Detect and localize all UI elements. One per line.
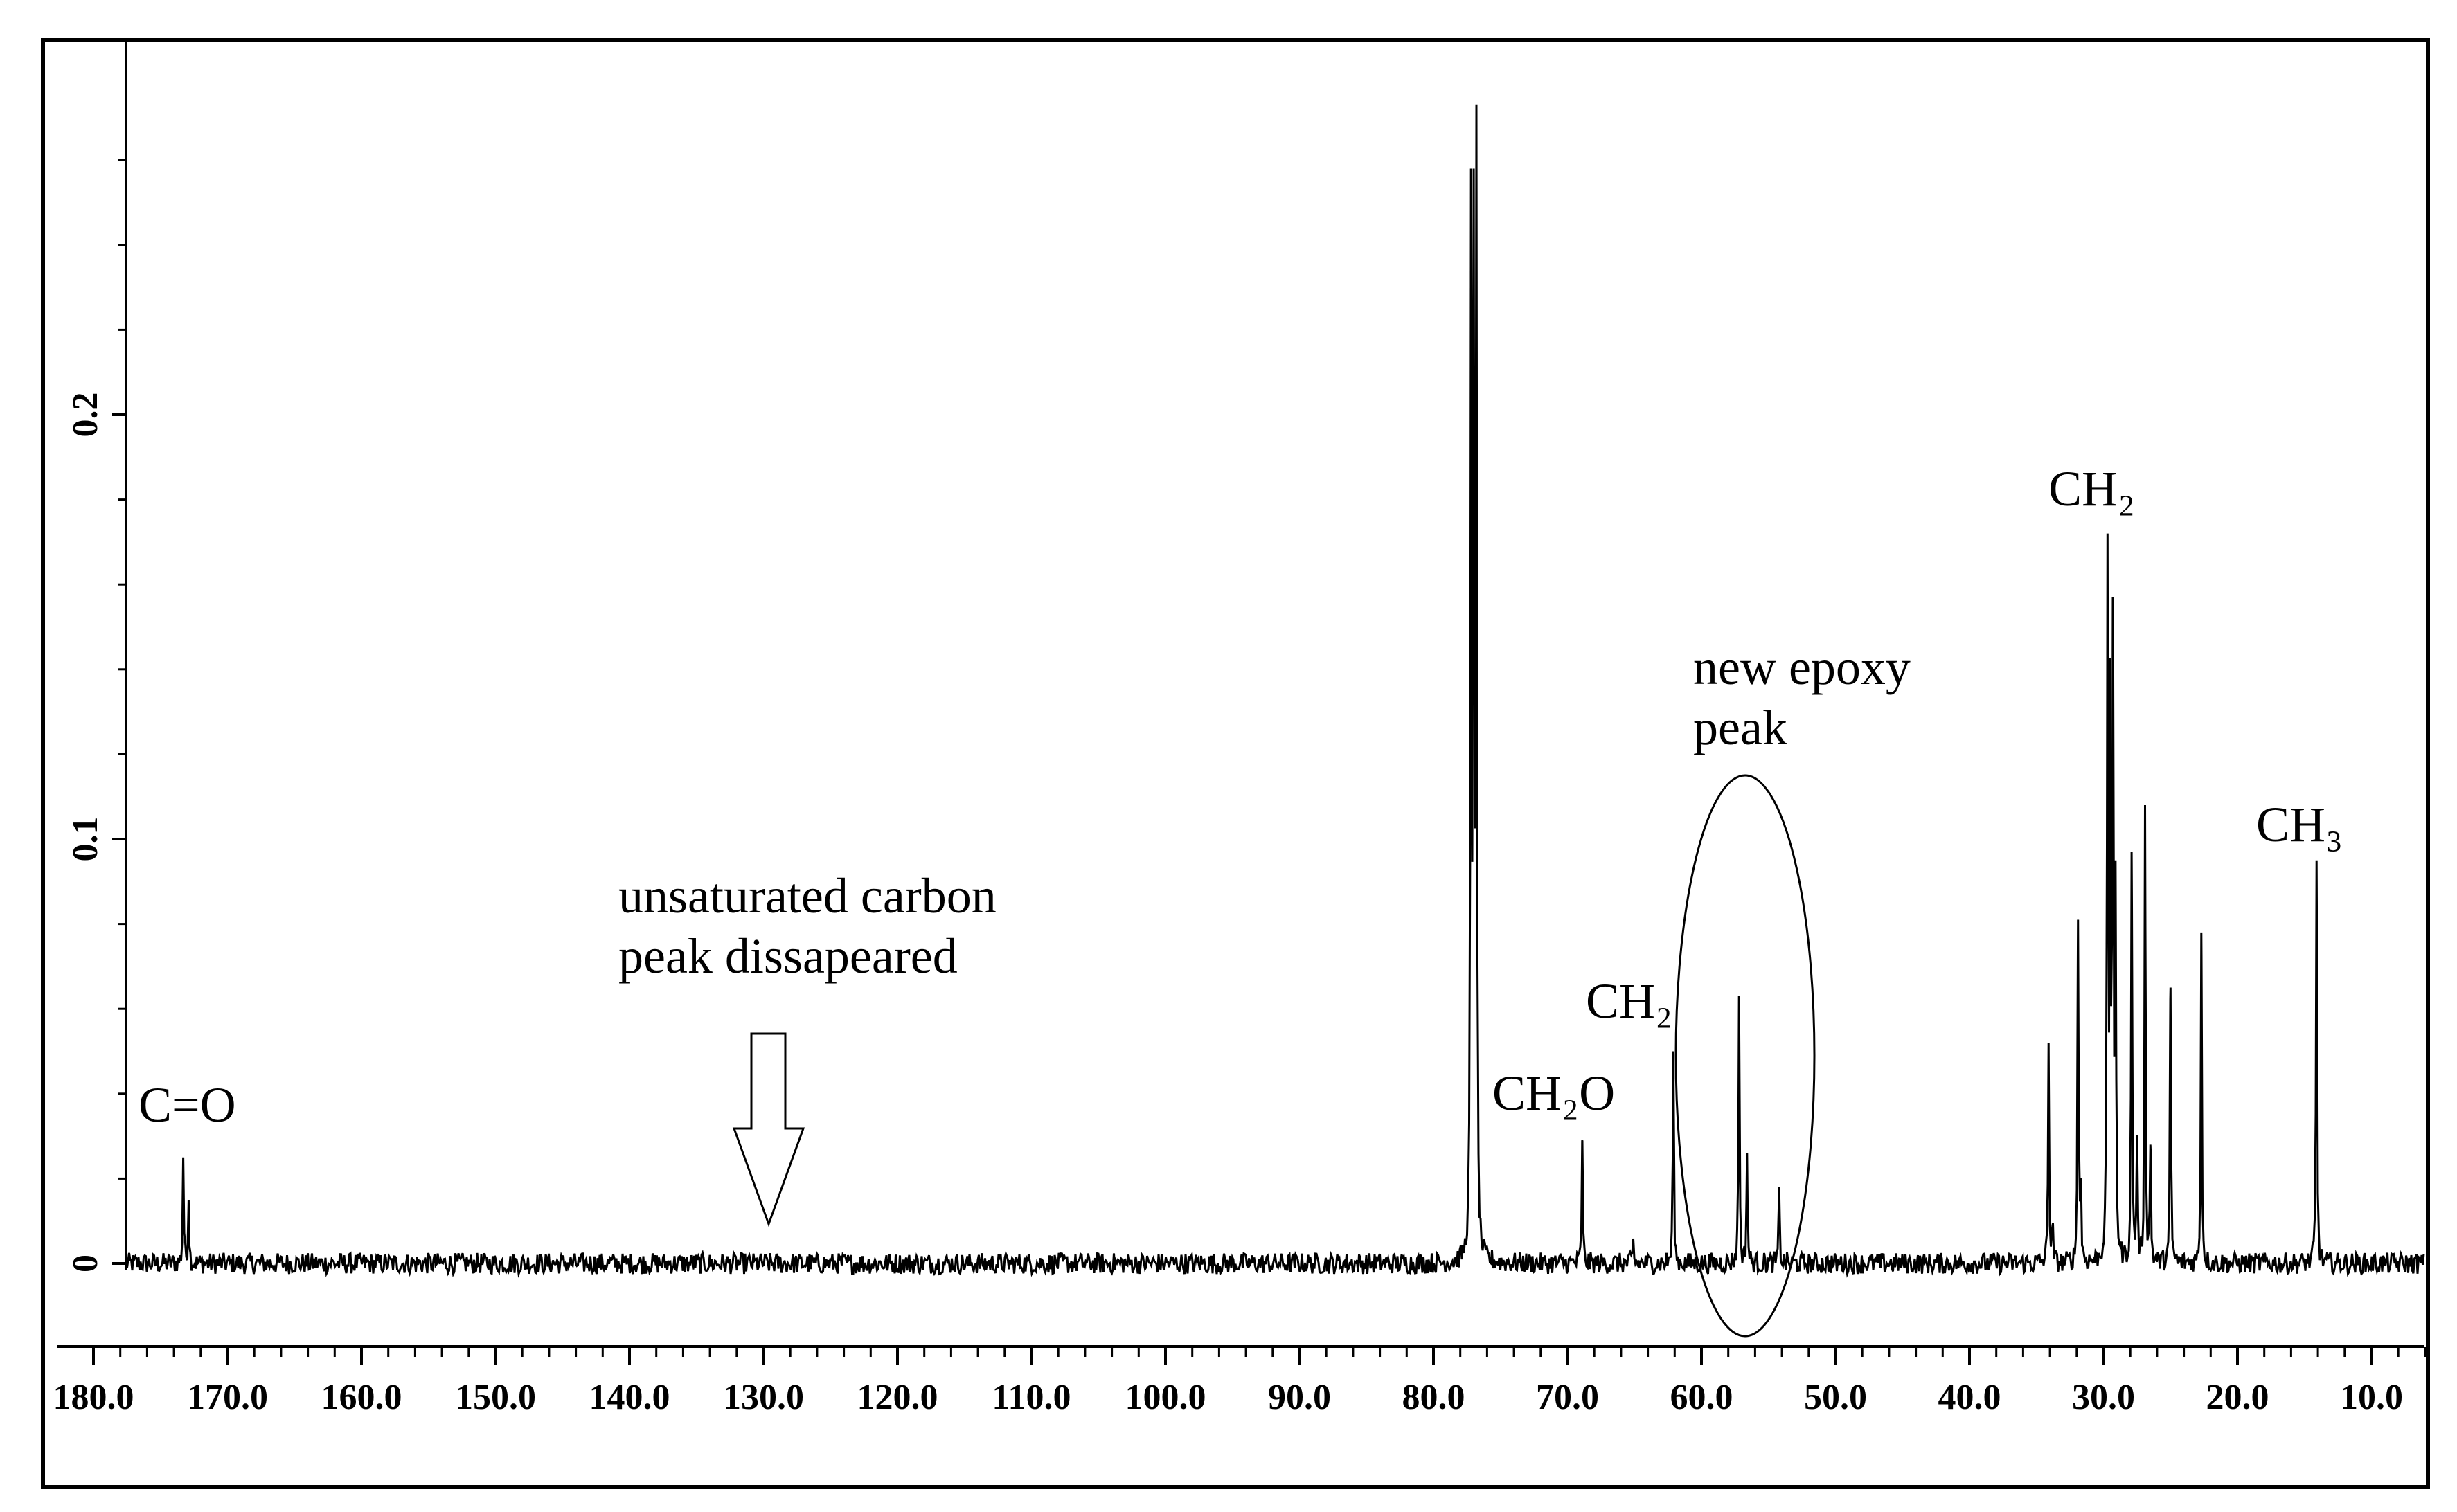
plot-frame: [41, 38, 2430, 1489]
x-tick-label: 60.0: [1670, 1378, 1733, 1417]
x-tick-label: 80.0: [1402, 1378, 1465, 1417]
label-unsaturated-line1: unsaturated carbon: [618, 868, 997, 924]
spectrum-line: [125, 104, 2425, 1278]
y-tick-label: 0.1: [66, 817, 105, 862]
y-tick-label: 0.2: [66, 393, 105, 438]
y-tick-label: 0: [66, 1254, 105, 1272]
label-ch3: CH₃: [2256, 797, 2343, 852]
x-tick-label: 140.0: [589, 1378, 670, 1417]
x-tick-label: 150.0: [455, 1378, 536, 1417]
x-tick-label: 40.0: [1938, 1378, 2001, 1417]
y-axis-ticks: 0 0.1 0.2: [66, 393, 126, 1272]
y-minor-ticks: [118, 159, 126, 1180]
x-tick-label: 100.0: [1125, 1378, 1206, 1417]
x-tick-label: 20.0: [2206, 1378, 2269, 1417]
x-tick-label: 30.0: [2072, 1378, 2135, 1417]
x-tick-label: 130.0: [723, 1378, 804, 1417]
label-ch2o: CH₂O: [1492, 1065, 1615, 1121]
x-tick-label: 160.0: [321, 1378, 402, 1417]
label-carbonyl: C=O: [139, 1077, 236, 1133]
x-tick-label: 90.0: [1268, 1378, 1331, 1417]
x-tick-label: 120.0: [857, 1378, 938, 1417]
x-axis-ticks: 180.0 170.0 160.0 150.0 140.0 130.0 120.0 110.0…: [53, 1347, 2403, 1417]
label-new-epoxy-line1: new epoxy: [1693, 640, 1911, 695]
label-unsaturated-line2: peak dissapeared: [618, 928, 958, 984]
x-tick-label: 170.0: [187, 1378, 268, 1417]
epoxy-highlight-ellipse: [1674, 774, 1816, 1338]
label-new-epoxy-line2: peak: [1693, 700, 1787, 755]
x-tick-label: 10.0: [2340, 1378, 2403, 1417]
x-minor-ticks: [92, 1347, 2427, 1357]
label-ch2-62: CH₂: [1586, 973, 1672, 1029]
down-arrow-icon: [732, 1032, 805, 1227]
x-tick-label: 180.0: [53, 1378, 134, 1417]
x-tick-label: 50.0: [1804, 1378, 1867, 1417]
x-tick-label: 70.0: [1536, 1378, 1599, 1417]
x-tick-label: 110.0: [992, 1378, 1071, 1417]
label-ch2-30: CH₂: [2048, 461, 2135, 516]
